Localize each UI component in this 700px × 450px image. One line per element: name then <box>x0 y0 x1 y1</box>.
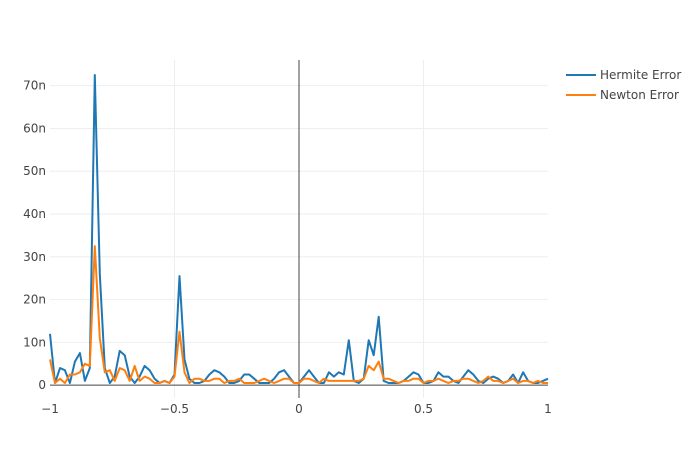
x-tick-label: 1 <box>544 402 552 416</box>
y-tick-label: 70n <box>23 79 46 93</box>
y-tick-label: 0 <box>38 378 46 392</box>
series-lines <box>49 74 549 384</box>
legend[interactable]: Hermite Error Newton Error <box>566 68 681 102</box>
y-tick-label: 10n <box>23 335 46 349</box>
y-tick-label: 30n <box>23 250 46 264</box>
legend-item[interactable]: Newton Error <box>566 88 679 102</box>
y-tick-label: 60n <box>23 121 46 135</box>
legend-label: Newton Error <box>600 88 679 102</box>
legend-label: Hermite Error <box>600 68 681 82</box>
x-tick-labels: −1 −0.5 0 0.5 1 <box>41 402 552 416</box>
series-line-newton-error <box>49 245 548 384</box>
y-tick-label: 40n <box>23 207 46 221</box>
legend-item[interactable]: Hermite Error <box>566 68 681 82</box>
y-tick-label: 50n <box>23 164 46 178</box>
y-tick-labels: 0 10n 20n 30n 40n 50n 60n 70n <box>23 79 46 392</box>
x-tick-label: 0.5 <box>414 402 433 416</box>
zero-lines <box>50 60 548 398</box>
x-tick-label: −1 <box>41 402 59 416</box>
y-tick-label: 20n <box>23 293 46 307</box>
x-tick-label: −0.5 <box>160 402 189 416</box>
x-tick-label: 0 <box>295 402 303 416</box>
